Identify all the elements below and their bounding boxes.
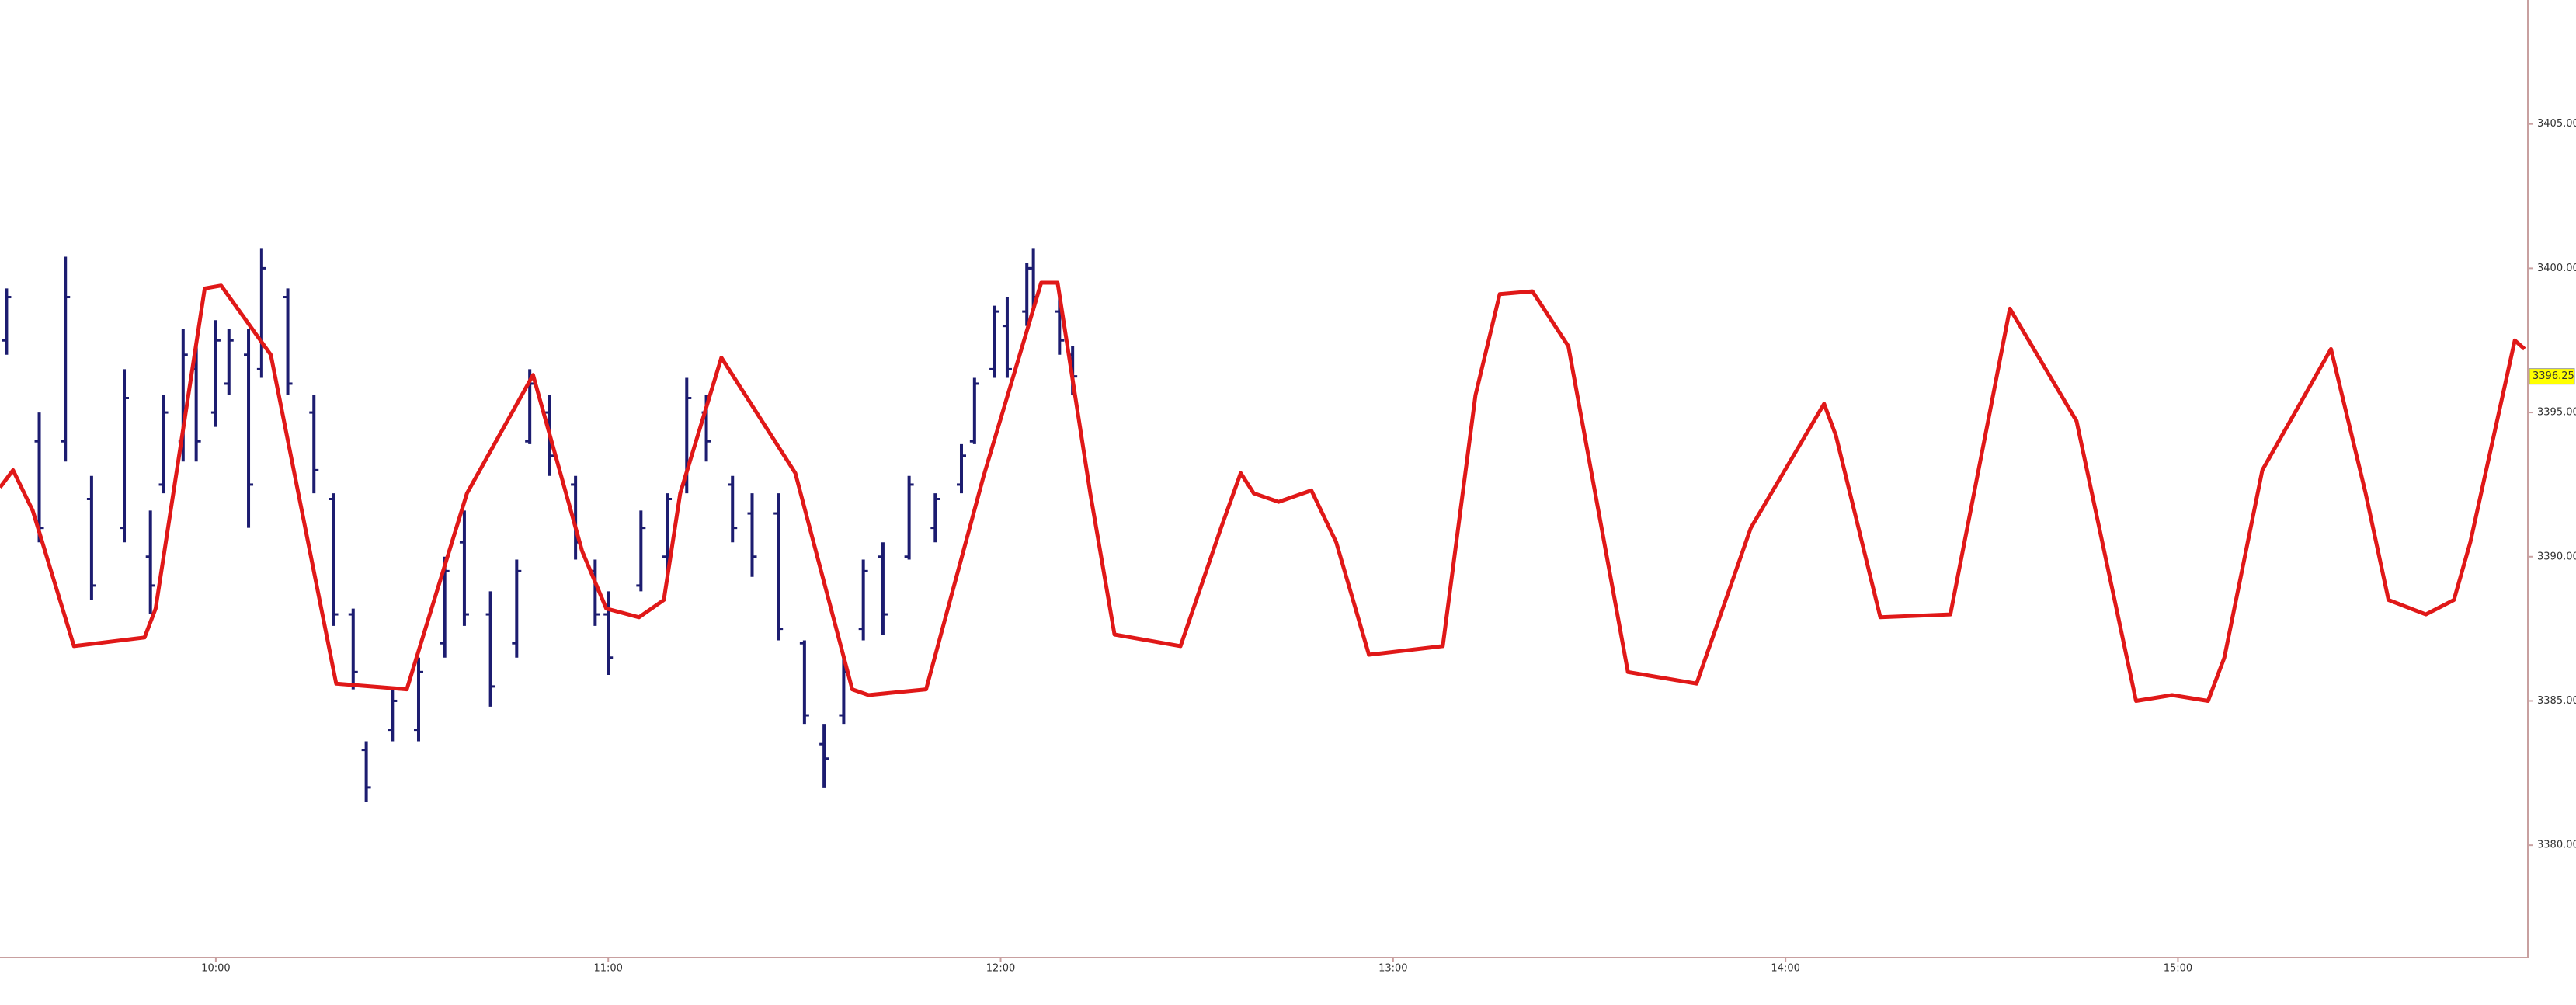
x-tick-label: 12:00 <box>986 963 1015 975</box>
y-tick-label: 3380.00 <box>2537 840 2576 851</box>
y-tick-label: 3395.00 <box>2537 407 2576 419</box>
last-price-box <box>2529 368 2575 385</box>
x-tick-label: 11:00 <box>593 963 622 975</box>
x-tick-label: 14:00 <box>1771 963 1799 975</box>
x-tick-label: 10:00 <box>201 963 230 975</box>
y-tick-label: 3405.00 <box>2537 118 2576 130</box>
y-tick-label: 3385.00 <box>2537 695 2576 707</box>
x-tick-label: 13:00 <box>1378 963 1407 975</box>
last-price-label: 3396.25 <box>2533 370 2574 382</box>
x-tick-label: 15:00 <box>2164 963 2192 975</box>
y-tick-label: 3390.00 <box>2537 551 2576 562</box>
projection-line <box>0 280 2526 703</box>
y-tick-label: 3400.00 <box>2537 263 2576 274</box>
